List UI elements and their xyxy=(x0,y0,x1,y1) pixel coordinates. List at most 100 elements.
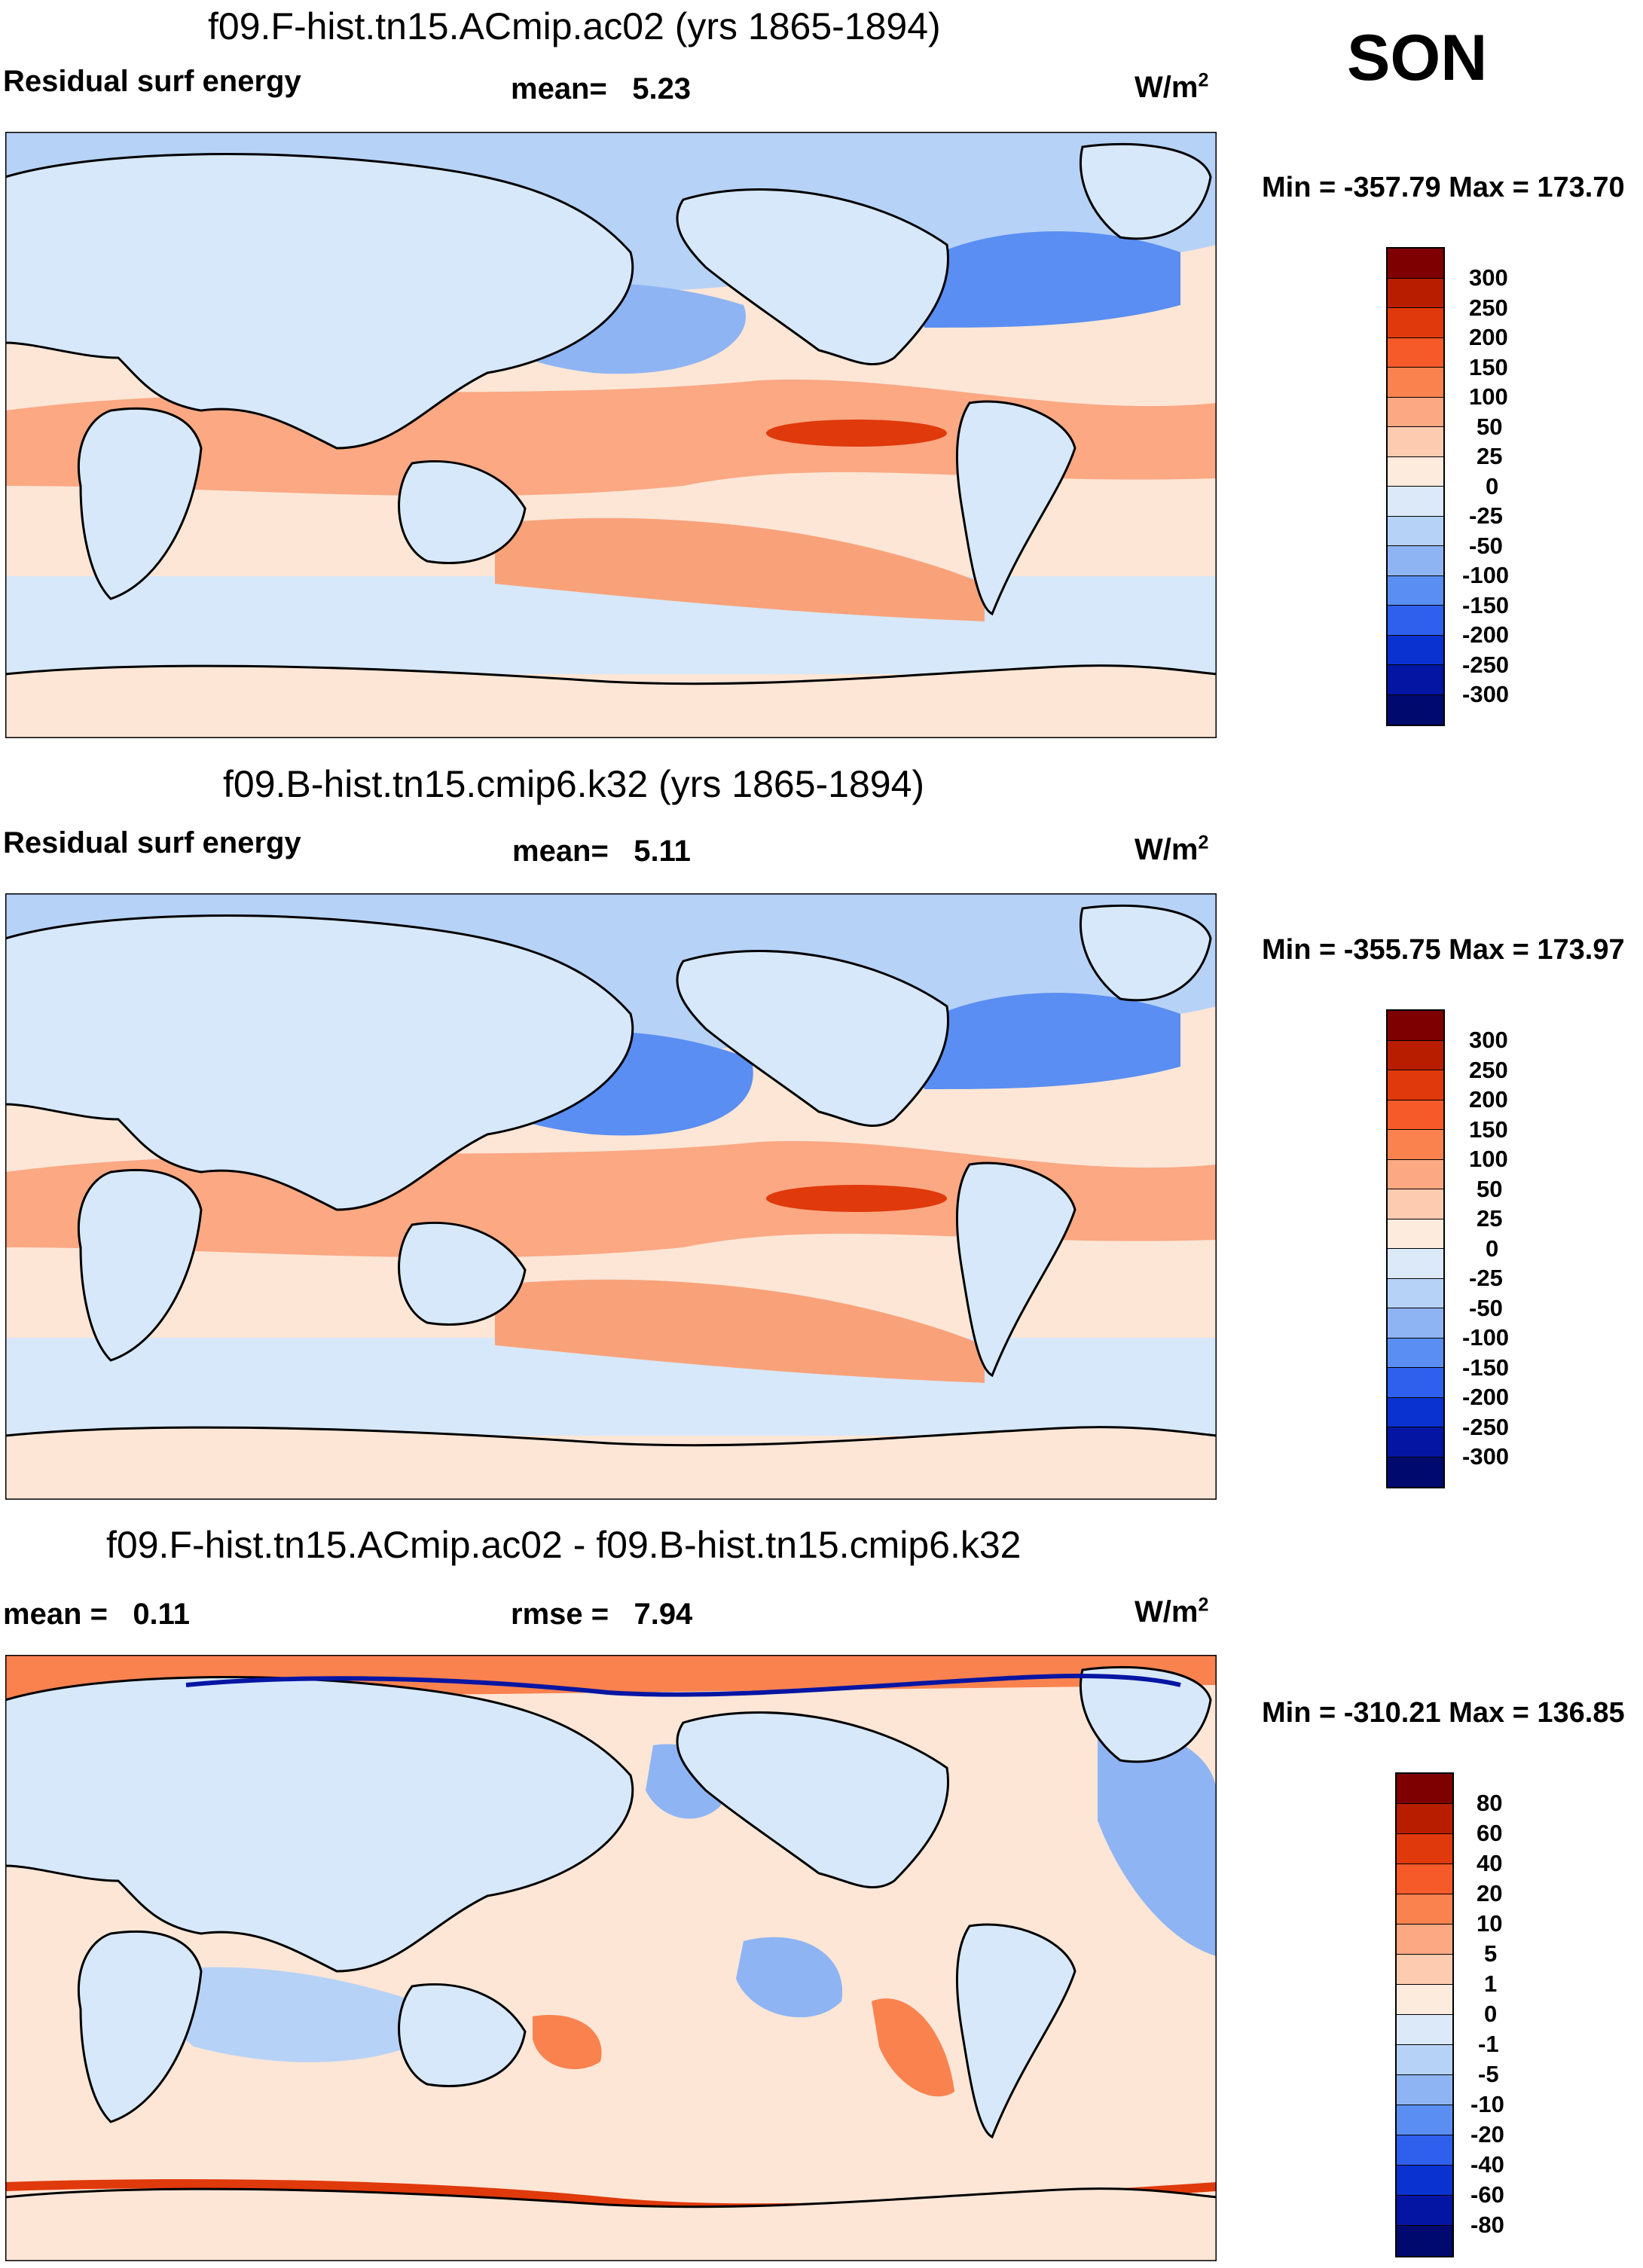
panel3-title: f09.F-hist.tn15.ACmip.ac02 - f09.B-hist.… xyxy=(106,1524,1022,1566)
panel2-north-atlantic-cool xyxy=(909,993,1180,1089)
panel2-colorbar-box xyxy=(1388,1130,1443,1160)
panel1-tick: -150 xyxy=(1462,592,1510,618)
panel1-colorbar-box xyxy=(1388,546,1443,576)
panel2-tick: 200 xyxy=(1469,1086,1508,1113)
panel3-colorbar-box xyxy=(1397,2135,1452,2166)
panel3-map xyxy=(5,1655,1217,2261)
panel3-colorbar-box xyxy=(1397,1925,1452,1955)
panel2-colorbar-box xyxy=(1388,1457,1443,1487)
panel2-colorbar xyxy=(1386,1009,1445,1488)
panel1-tick: 200 xyxy=(1469,324,1508,350)
panel1-colorbar-box xyxy=(1388,427,1443,457)
panel1-mean-label: mean= xyxy=(511,72,607,105)
panel3-tick: -1 xyxy=(1478,2031,1499,2057)
panel3-tick: -60 xyxy=(1470,2181,1504,2208)
panel3-units-text: W/m xyxy=(1135,1595,1199,1629)
panel1-colorbar-box xyxy=(1388,606,1443,636)
panel3-colorbar-box xyxy=(1397,2226,1452,2256)
panel2-variable-label: Residual surf energy xyxy=(3,826,301,859)
panel2-east-pacific-max xyxy=(766,1185,947,1212)
panel1-colorbar-box xyxy=(1388,456,1443,487)
panel2-tick: -300 xyxy=(1462,1443,1510,1470)
panel1-colorbar-box xyxy=(1388,397,1443,427)
panel3-rmse-value: 7.94 xyxy=(634,1598,693,1631)
panel3-colorbar-box xyxy=(1397,2075,1452,2105)
panel1-tick: 300 xyxy=(1469,264,1508,291)
panel1-colorbar-box xyxy=(1388,249,1443,279)
panel2-tick: -200 xyxy=(1462,1384,1510,1410)
panel1-colorbar-box xyxy=(1388,308,1443,338)
panel3-pacific-warm xyxy=(533,2015,602,2069)
panel2-south-pacific-band xyxy=(495,1279,985,1383)
panel2-colorbar-box xyxy=(1388,1070,1443,1100)
panel2-colorbar-box xyxy=(1388,1100,1443,1130)
panel1-tick: 150 xyxy=(1469,354,1508,380)
panel2-map xyxy=(5,893,1217,1500)
panel1-tick: -300 xyxy=(1462,681,1510,707)
panel2-tick: -25 xyxy=(1469,1265,1503,1291)
panel2-colorbar-box xyxy=(1388,1308,1443,1339)
season-label: SON xyxy=(1347,22,1488,94)
panel2-land xyxy=(5,904,1217,1500)
panel3-colorbar-box xyxy=(1397,2196,1452,2226)
panel1-east-pacific-max xyxy=(766,420,947,447)
panel3-tick: 5 xyxy=(1484,1940,1498,1967)
panel1-colorbar-box xyxy=(1388,487,1443,517)
panel3-colorbar-box xyxy=(1397,1985,1452,2015)
panel3-rmse: rmse = 7.94 xyxy=(511,1598,692,1632)
panel2-tick: -150 xyxy=(1462,1354,1510,1381)
panel1-tick: 0 xyxy=(1486,473,1499,499)
panel2-colorbar-box xyxy=(1388,1011,1443,1041)
panel3-tick: 40 xyxy=(1477,1850,1503,1876)
panel3-colorbar-box xyxy=(1397,1774,1452,1804)
panel1-tick: 50 xyxy=(1477,414,1503,440)
panel2-colorbar-box xyxy=(1388,1219,1443,1249)
panel2-tick: -100 xyxy=(1462,1324,1510,1351)
panel3-tick: 80 xyxy=(1477,1790,1503,1816)
panel1-tick: 100 xyxy=(1469,383,1508,410)
panel2-colorbar-box xyxy=(1388,1368,1443,1398)
panel3-colorbar-box xyxy=(1397,1804,1452,1834)
panel1-units: W/m2 xyxy=(1135,71,1208,105)
panel3-tick: -5 xyxy=(1478,2061,1499,2087)
panel3-units: W/m2 xyxy=(1135,1595,1208,1629)
panel1-tick: -100 xyxy=(1462,562,1510,588)
panel1-land xyxy=(5,142,1217,738)
panel1-colorbar xyxy=(1386,247,1445,726)
panel1-tick: -50 xyxy=(1469,533,1503,559)
panel3-tick: -80 xyxy=(1470,2212,1504,2238)
panel1-tick: -250 xyxy=(1462,652,1510,678)
panel1-map xyxy=(5,132,1217,738)
panel3-colorbar-box xyxy=(1397,1834,1452,1864)
panel1-units-text: W/m xyxy=(1135,71,1199,104)
panel2-tick: 300 xyxy=(1469,1027,1508,1053)
panel1-tick: 25 xyxy=(1477,443,1503,469)
panel1-colorbar-box xyxy=(1388,278,1443,308)
panel1-colorbar-box xyxy=(1388,337,1443,368)
panel2-tick: 150 xyxy=(1469,1116,1508,1143)
panel2-colorbar-box xyxy=(1388,1189,1443,1219)
panel2-colorbar-box xyxy=(1388,1338,1443,1368)
panel2-colorbar-box xyxy=(1388,1040,1443,1070)
panel2-mean-label: mean= xyxy=(512,835,609,868)
panel3-tick: -40 xyxy=(1470,2151,1504,2178)
panel2-units-text: W/m xyxy=(1135,833,1199,866)
panel3-minmax: Min = -310.21 Max = 136.85 xyxy=(1262,1697,1625,1729)
panel2-units-sup: 2 xyxy=(1198,832,1209,853)
panel2-tick: 25 xyxy=(1477,1205,1503,1232)
panel3-colorbar xyxy=(1395,1772,1454,2257)
panel1-colorbar-box xyxy=(1388,575,1443,606)
panel3-land xyxy=(5,1665,1217,2261)
panel2-colorbar-box xyxy=(1388,1397,1443,1427)
panel1-colorbar-box xyxy=(1388,665,1443,695)
panel3-pacific-cool2 xyxy=(736,1937,843,2018)
panel2-colorbar-box xyxy=(1388,1159,1443,1189)
panel3-tick: 20 xyxy=(1477,1880,1503,1906)
panel1-north-atlantic-cool xyxy=(909,231,1180,328)
panel1-mean-value: 5.23 xyxy=(632,72,692,105)
panel1-mean: mean= 5.23 xyxy=(511,72,691,106)
panel3-rmse-label: rmse = xyxy=(511,1598,609,1631)
panel1-colorbar-box xyxy=(1388,694,1443,725)
panel2-title: f09.B-hist.tn15.cmip6.k32 (yrs 1865-1894… xyxy=(223,763,925,805)
panel3-colorbar-box xyxy=(1397,2045,1452,2075)
